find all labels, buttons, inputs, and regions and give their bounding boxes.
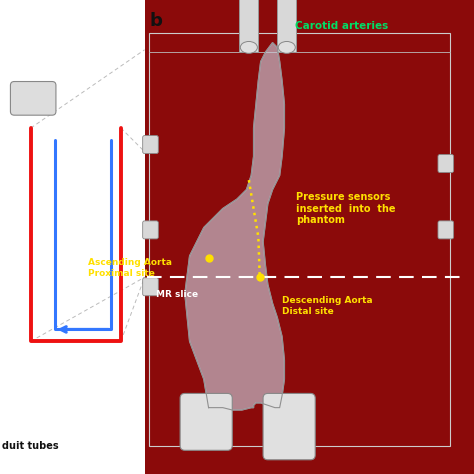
Text: Carotid arteries: Carotid arteries [295,21,388,31]
FancyBboxPatch shape [143,136,158,154]
Text: Descending Aorta
Distal site: Descending Aorta Distal site [282,296,373,316]
Text: MR slice: MR slice [156,290,199,299]
Ellipse shape [278,42,295,54]
FancyBboxPatch shape [277,0,296,52]
Bar [0,0,145,474]
Bar [149,33,450,446]
Text: b: b [149,12,162,30]
Text: duit tubes: duit tubes [2,441,59,451]
Text: Pressure sensors
inserted  into  the
phantom: Pressure sensors inserted into the phant… [296,192,396,225]
FancyBboxPatch shape [180,393,232,450]
FancyBboxPatch shape [438,155,454,173]
FancyBboxPatch shape [438,221,454,239]
FancyBboxPatch shape [239,0,258,52]
FancyBboxPatch shape [263,393,315,460]
Text: Ascending Aorta
Proximal site: Ascending Aorta Proximal site [88,258,172,278]
Polygon shape [185,43,284,410]
FancyBboxPatch shape [143,221,158,239]
Bar [145,0,474,474]
Ellipse shape [240,42,257,54]
FancyBboxPatch shape [10,82,56,115]
FancyBboxPatch shape [143,278,158,296]
